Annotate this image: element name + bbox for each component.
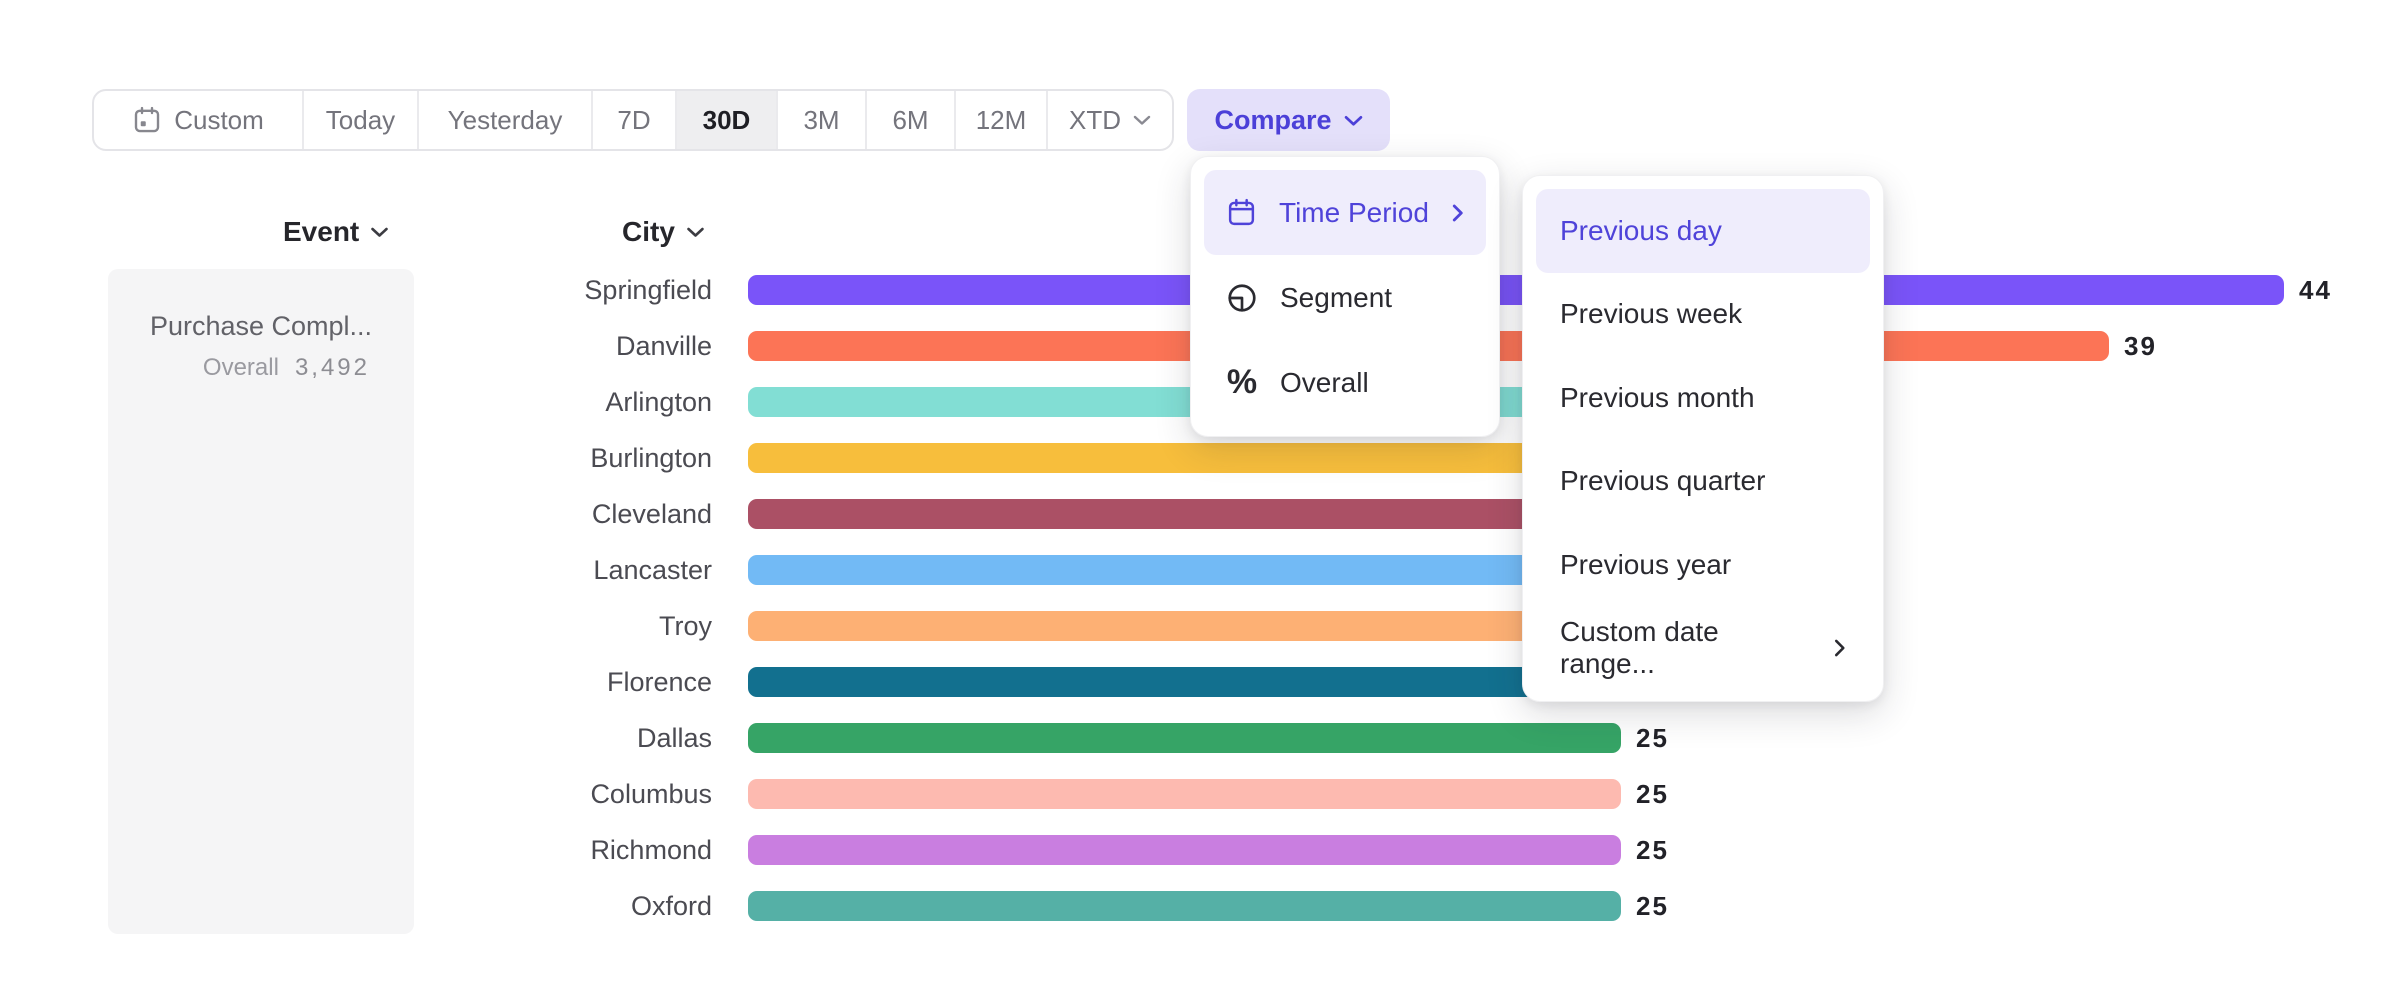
chevron-right-icon (1451, 203, 1464, 223)
date-range-12m[interactable]: 12M (956, 91, 1048, 149)
city-header-label: City (622, 216, 675, 247)
date-range-custom[interactable]: Custom (94, 91, 304, 149)
chevron-down-icon (370, 226, 389, 238)
bar[interactable] (748, 835, 1621, 865)
bar-category-label: Columbus (590, 778, 712, 809)
date-range-label: Custom (174, 104, 264, 135)
chevron-down-icon (686, 226, 705, 238)
calendar-icon (132, 105, 162, 135)
bar-category-label: Danville (615, 330, 712, 361)
event-column-header[interactable]: Event (283, 216, 389, 248)
event-overall-value: 3,492 (294, 354, 370, 381)
date-range-label: 30D (702, 104, 751, 135)
chevron-down-icon (1133, 114, 1151, 126)
bar-row: Cleveland (0, 486, 2394, 542)
bar-category-label: Springfield (584, 274, 712, 305)
event-card[interactable]: Purchase Compl... Overall 3,492 (108, 269, 414, 934)
menu-item-label: Previous month (1560, 381, 1755, 413)
bar-row: Lancaster (0, 542, 2394, 598)
bar-category-label: Florence (606, 666, 712, 697)
chevron-right-icon (1833, 638, 1846, 658)
bar-category-label: Lancaster (593, 554, 712, 585)
bar[interactable] (748, 667, 1655, 697)
compare-button-label: Compare (1214, 104, 1332, 135)
date-range-xtd[interactable]: XTD (1048, 91, 1172, 149)
date-range-yesterday[interactable]: Yesterday (419, 91, 593, 149)
date-range-label: XTD (1069, 104, 1121, 135)
segment-icon (1226, 282, 1258, 314)
bar-row: Springfield 44 (0, 262, 2394, 318)
bar[interactable] (748, 779, 1621, 809)
bar-row: Troy (0, 598, 2394, 654)
submenu-item-previous-week[interactable]: Previous week (1536, 273, 1870, 357)
compare-menu-item-time-period[interactable]: Time Period (1204, 170, 1486, 255)
bar-category-label: Troy (659, 610, 712, 641)
bar-value-label: 25 (1636, 778, 1669, 809)
bar-value-label: 39 (2124, 330, 2157, 361)
time-period-submenu: Previous day Previous week Previous mont… (1522, 175, 1884, 702)
bar[interactable] (748, 891, 1621, 921)
bar-value-label: 25 (1636, 834, 1669, 865)
event-overall-label: Overall (202, 354, 279, 381)
bar[interactable] (748, 275, 2284, 305)
menu-item-label: Overall (1280, 366, 1369, 398)
compare-menu-item-segment[interactable]: Segment (1204, 255, 1486, 340)
menu-item-label: Previous year (1560, 548, 1732, 580)
submenu-item-previous-month[interactable]: Previous month (1536, 356, 1870, 440)
calendar-icon (1226, 197, 1257, 228)
menu-item-label: Previous quarter (1560, 465, 1766, 497)
bar-value-label: 25 (1636, 890, 1669, 921)
menu-item-label: Previous week (1560, 298, 1743, 330)
bar-row: Florence (0, 654, 2394, 710)
submenu-item-previous-day[interactable]: Previous day (1536, 189, 1870, 273)
menu-item-label: Time Period (1279, 196, 1429, 228)
bar-category-label: Richmond (590, 834, 712, 865)
bar-row: Dallas 25 (0, 710, 2394, 766)
menu-item-label: Previous day (1560, 214, 1722, 246)
date-range-30d-selected[interactable]: 30D (677, 91, 778, 149)
city-column-header[interactable]: City (622, 216, 705, 248)
menu-item-label: Segment (1280, 281, 1393, 313)
bar[interactable] (748, 723, 1621, 753)
date-range-6m[interactable]: 6M (867, 91, 956, 149)
bar-category-label: Burlington (590, 442, 712, 473)
event-name: Purchase Compl... (149, 311, 373, 341)
date-range-toolbar: Custom Today Yesterday 7D 30D 3M 6M 12M … (92, 89, 1174, 151)
compare-menu: Time Period Segment % Overall (1190, 156, 1500, 437)
bar-row: Columbus 25 (0, 766, 2394, 822)
bar-category-label: Arlington (605, 386, 712, 417)
event-header-label: Event (283, 216, 360, 247)
bar-value-label: 25 (1636, 722, 1669, 753)
date-range-label: Yesterday (447, 104, 563, 135)
date-range-3m[interactable]: 3M (778, 91, 867, 149)
date-range-label: 7D (617, 104, 651, 135)
menu-item-label: Custom date range... (1560, 616, 1719, 680)
compare-menu-item-overall[interactable]: % Overall (1204, 340, 1486, 425)
bar-row: Burlington (0, 430, 2394, 486)
date-range-today[interactable]: Today (304, 91, 419, 149)
submenu-item-previous-year[interactable]: Previous year (1536, 523, 1870, 607)
event-overall-row: Overall 3,492 (108, 354, 414, 382)
compare-button[interactable]: Compare (1187, 89, 1390, 151)
bar-category-label: Dallas (636, 722, 712, 753)
date-range-7d[interactable]: 7D (593, 91, 677, 149)
bar-row: Richmond 25 (0, 822, 2394, 878)
date-range-label: Today (325, 104, 396, 135)
bar-category-label: Cleveland (591, 498, 712, 529)
bar-row: Oxford 25 (0, 878, 2394, 934)
submenu-item-previous-quarter[interactable]: Previous quarter (1536, 440, 1870, 524)
bar-category-label: Oxford (630, 890, 712, 921)
percent-icon: % (1226, 363, 1258, 401)
date-range-label: 6M (892, 104, 929, 135)
submenu-item-custom-date-range[interactable]: Custom date range... (1536, 607, 1870, 691)
date-range-label: 12M (975, 104, 1027, 135)
date-range-label: 3M (803, 104, 840, 135)
bar-value-label: 44 (2299, 274, 2332, 305)
chevron-down-icon (1344, 114, 1363, 127)
